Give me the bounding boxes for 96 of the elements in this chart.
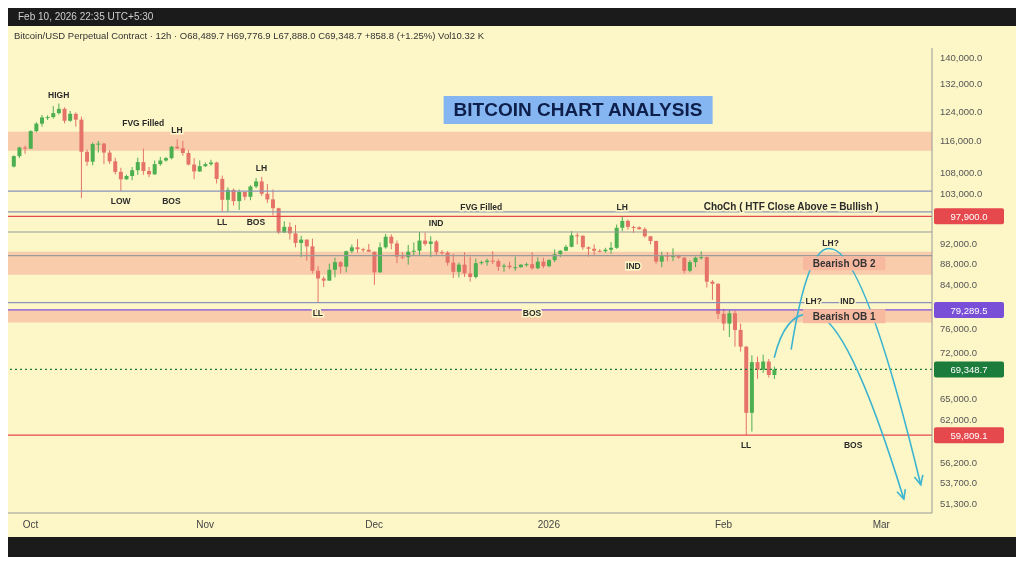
candlestick xyxy=(361,247,366,253)
candlestick xyxy=(332,257,337,278)
candlestick xyxy=(423,231,428,247)
annotation: HIGH xyxy=(48,89,70,100)
candlestick xyxy=(316,265,321,304)
candlestick xyxy=(513,256,518,272)
chart-subtitle: Bitcoin/USD Perpetual Contract · 12h · O68,489.7 H69,776.9 L67,888.0 C69,348.7 +858.8 (+1.25%) Vol10.32 K xyxy=(14,30,485,41)
ref-line-label: 97,900.0 xyxy=(950,211,988,223)
x-tick-label: Nov xyxy=(196,519,215,531)
annotation: FVG Filled xyxy=(122,117,165,128)
annotation: LH xyxy=(171,125,183,136)
candlestick xyxy=(130,166,135,181)
ref-line-label: 59,809.1 xyxy=(950,430,988,442)
annotation: IND xyxy=(626,260,641,271)
candlestick xyxy=(761,354,766,374)
x-tick-label: Dec xyxy=(365,519,384,531)
y-tick-label: 53,700.0 xyxy=(940,477,977,489)
candlestick xyxy=(473,258,478,280)
y-tick-label: 65,000.0 xyxy=(940,392,977,404)
x-tick-label: Mar xyxy=(872,519,891,531)
band-label: Bearish OB 1 xyxy=(812,311,877,323)
y-tick-label: 124,000.0 xyxy=(940,105,983,117)
candlestick xyxy=(56,103,61,116)
annotation: LOW xyxy=(110,196,132,207)
annotation: BOS xyxy=(522,307,542,318)
candlestick xyxy=(259,176,264,197)
ref-line-label: 79,289.5 xyxy=(950,304,988,316)
candlestick xyxy=(293,224,298,248)
y-tick-label: 132,000.0 xyxy=(940,77,983,89)
candlestick xyxy=(671,247,676,262)
x-tick-label: Feb xyxy=(714,519,733,531)
annotation: LL xyxy=(216,216,228,227)
candlestick xyxy=(225,186,230,213)
annotation: LH xyxy=(616,202,628,213)
text: BITCOIN CHART ANALYSIS xyxy=(443,96,713,124)
candlestick xyxy=(614,224,619,250)
y-tick-label: 72,000.0 xyxy=(940,347,977,359)
annotation: LL xyxy=(312,307,324,318)
annotation: LH xyxy=(255,162,268,173)
annotation: LL xyxy=(740,440,752,451)
candlestick xyxy=(755,356,760,380)
text: Feb 10, 2026 22:35 UTC+5:30 xyxy=(18,11,154,22)
annotation: IND xyxy=(840,295,855,306)
candlestick xyxy=(118,167,123,192)
candlestick xyxy=(727,309,732,338)
candlestick xyxy=(468,256,473,283)
candlestick xyxy=(732,309,737,348)
y-tick-label: 51,300.0 xyxy=(940,497,977,509)
band-label: Bearish OB 2 xyxy=(812,258,877,270)
y-tick-label: 76,000.0 xyxy=(940,323,977,335)
candlestick xyxy=(575,232,580,245)
candlestick xyxy=(609,241,614,255)
y-tick-label: 56,200.0 xyxy=(940,457,977,469)
annotation: LH? xyxy=(805,295,822,306)
y-tick-label: 62,000.0 xyxy=(940,413,977,425)
y-tick-label: 108,000.0 xyxy=(940,167,983,179)
annotation: BOS xyxy=(246,216,266,227)
annotation: BOS xyxy=(162,196,181,207)
candlestick xyxy=(456,262,461,278)
ref-line-label: 69,348.7 xyxy=(950,364,988,376)
candlestick xyxy=(411,241,416,257)
candlestick xyxy=(147,166,152,178)
candlestick xyxy=(101,142,106,165)
x-tick-label: Oct xyxy=(22,519,39,531)
y-tick-label: 103,000.0 xyxy=(940,188,983,200)
candlestick xyxy=(214,161,219,185)
candlestick xyxy=(462,251,467,278)
candlestick xyxy=(237,188,242,211)
x-tick-label: 2026 xyxy=(537,519,561,531)
candlestick xyxy=(372,251,377,286)
candlestick xyxy=(299,235,304,258)
annotation: FVG Filled xyxy=(460,202,503,213)
candlestick xyxy=(766,358,771,379)
candlestick xyxy=(254,177,259,189)
y-tick-label: 84,000.0 xyxy=(940,278,977,290)
annotation: LH? xyxy=(822,237,839,248)
y-tick-label: 88,000.0 xyxy=(940,258,977,270)
candlestick xyxy=(394,240,399,264)
candlestick xyxy=(417,231,422,257)
candlestick xyxy=(440,249,445,256)
annotation: IND xyxy=(428,218,444,229)
candlestick xyxy=(501,263,506,273)
candlestick xyxy=(141,148,146,176)
candlestick xyxy=(710,279,715,301)
candlestick xyxy=(451,253,456,279)
candlestick xyxy=(270,188,275,216)
y-tick-label: 92,000.0 xyxy=(940,238,977,250)
annotation: BOS xyxy=(843,440,863,451)
candlestick xyxy=(592,243,597,257)
y-tick-label: 116,000.0 xyxy=(940,135,982,147)
candlestick xyxy=(220,175,225,213)
annotation: ChoCh ( HTF Close Above = Bullish ) xyxy=(703,201,879,213)
candlestick xyxy=(738,323,743,353)
candlestick xyxy=(349,243,354,254)
candlestick xyxy=(625,218,630,231)
y-tick-label: 140,000.0 xyxy=(940,51,983,63)
